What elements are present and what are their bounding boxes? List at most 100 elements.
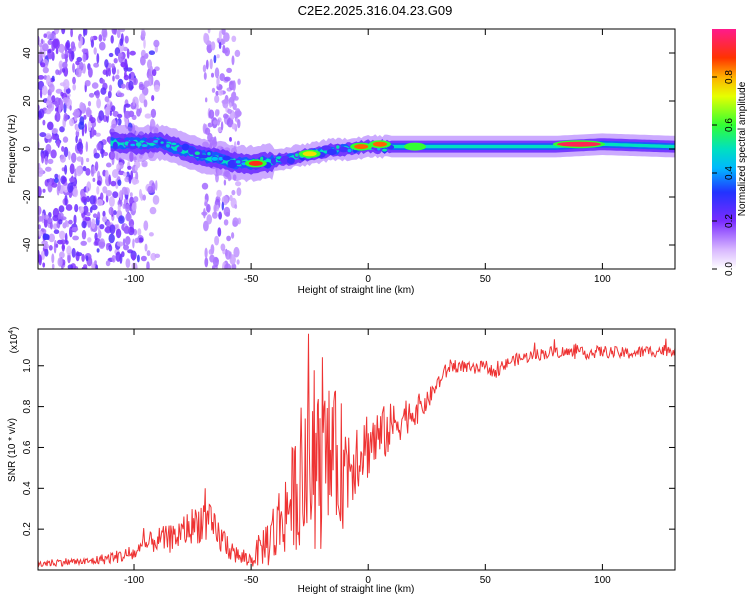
- spectrogram-noise-blob: [128, 73, 132, 80]
- spectrogram-noise-blob: [112, 169, 119, 179]
- spectrogram-noise-blob: [47, 181, 53, 193]
- spectrogram-noise-blob: [136, 108, 141, 117]
- spectrogram-noise-blob: [112, 110, 119, 117]
- spectrogram-noise-blob: [86, 183, 89, 194]
- spectrogram-noise-blob: [78, 40, 82, 49]
- spectrogram-hotspot: [372, 141, 387, 147]
- spectrogram-noise-blob: [104, 96, 110, 103]
- spectrogram-noise-blob: [39, 132, 47, 138]
- spectrogram-noise-blob: [95, 89, 100, 99]
- spectrogram-noise-blob: [122, 238, 126, 247]
- spectrogram-noise-blob: [51, 263, 55, 269]
- spectrogram-noise-blob: [49, 221, 53, 230]
- spectrogram-noise-blob: [137, 228, 142, 236]
- spectrogram-noise-blob: [115, 228, 122, 239]
- spectrogram-x-tick-label: 50: [480, 274, 492, 285]
- spectrogram-noise-blob: [154, 253, 161, 258]
- spectrogram-noise-blob: [94, 232, 98, 241]
- spectrogram-noise-blob: [224, 76, 231, 82]
- spectrogram-noise-blob: [59, 230, 66, 240]
- spectrogram-noise-blob: [202, 64, 207, 73]
- spectrogram-noise-blob: [38, 216, 44, 222]
- spectrogram-noise-blob: [154, 66, 160, 71]
- spectrogram-noise-blob: [134, 165, 139, 172]
- spectrogram-noise-blob: [225, 250, 231, 260]
- spectrogram-noise-blob: [140, 55, 146, 66]
- spectrogram-noise-blob: [235, 181, 242, 187]
- spectrogram-noise-blob: [150, 108, 157, 118]
- spectrogram-noise-blob: [216, 119, 220, 126]
- spectrogram-noise-blob: [153, 39, 160, 48]
- spectrogram-noise-blob: [47, 49, 52, 54]
- spectrogram-noise-blob: [109, 224, 116, 235]
- spectrogram-noise-blob: [82, 53, 87, 63]
- spectrogram-y-tick-label: -40: [22, 237, 33, 252]
- spectrogram-marks: [38, 29, 675, 269]
- spectrogram-noise-blob: [53, 29, 60, 35]
- spectrogram-noise-blob: [125, 236, 131, 245]
- snr-y-tick-label: 0.8: [22, 399, 33, 413]
- spectrogram-ridge-core: [166, 144, 170, 148]
- spectrogram-noise-blob: [64, 232, 68, 243]
- spectrogram-noise-blob: [39, 50, 43, 61]
- spectrogram-noise-blob: [116, 163, 120, 172]
- spectrogram-noise-blob: [211, 72, 214, 78]
- spectrogram-ridge-core: [194, 151, 200, 155]
- spectrogram-noise-blob: [91, 262, 95, 269]
- spectrogram-noise-blob: [70, 29, 73, 38]
- spectrogram-noise-blob: [116, 241, 124, 247]
- spectrogram-noise-blob: [93, 62, 99, 68]
- spectrogram-noise-blob: [60, 216, 67, 221]
- spectrogram-noise-blob: [226, 67, 233, 74]
- spectrogram-noise-blob: [151, 95, 155, 101]
- spectrogram-hotspot: [248, 160, 263, 166]
- spectrogram-noise-blob: [143, 38, 146, 49]
- spectrogram-noise-blob: [205, 97, 208, 103]
- spectrogram-noise-blob: [71, 247, 76, 258]
- spectrogram-noise-blob: [45, 108, 52, 115]
- spectrogram-x-tick-label: 100: [594, 274, 611, 285]
- spectrogram-noise-blob: [70, 41, 76, 50]
- spectrogram-ridge-core: [260, 156, 264, 161]
- spectrogram-noise-blob: [206, 214, 212, 225]
- spectrogram-noise-blob: [51, 182, 58, 188]
- spectrogram-noise-blob: [138, 83, 145, 91]
- spectrogram-ridge-core: [160, 141, 164, 144]
- spectrogram-noise-blob: [108, 244, 113, 252]
- colorbar-label: Normalized spectral amplitude: [737, 81, 748, 216]
- spectrogram-noise-blob: [122, 172, 128, 177]
- spectrogram-noise-blob: [141, 162, 148, 168]
- spectrogram-noise-blob: [113, 210, 117, 216]
- spectrogram-noise-blob: [141, 30, 146, 38]
- spectrogram-ridge-core: [295, 153, 299, 157]
- spectrogram-noise-blob: [62, 61, 68, 69]
- spectrogram-noise-blob: [143, 220, 149, 231]
- spectrogram-noise-blob: [123, 74, 129, 81]
- spectrogram-noise-blob: [224, 263, 232, 269]
- spectrogram-noise-blob: [90, 39, 94, 48]
- spectrogram-noise-blob: [129, 227, 134, 233]
- spectrogram-noise-blob: [38, 224, 41, 230]
- spectrogram-noise-blob: [42, 119, 46, 126]
- spectrogram-noise-blob: [86, 195, 90, 203]
- spectrogram-noise-blob: [123, 244, 129, 251]
- spectrogram-noise-blob: [87, 120, 92, 132]
- spectrogram-noise-blob: [233, 246, 240, 258]
- spectrogram-noise-blob: [58, 60, 64, 70]
- spectrogram-noise-blob: [42, 43, 49, 52]
- spectrogram-noise-blob: [83, 114, 87, 120]
- spectrogram-noise-blob: [214, 235, 220, 246]
- spectrogram-ridge-blob: [338, 146, 349, 153]
- spectrogram-noise-blob: [213, 54, 217, 64]
- spectrogram-ridge-blob: [270, 158, 276, 165]
- spectrogram-noise-blob: [124, 176, 130, 183]
- spectrogram-noise-blob: [60, 239, 66, 245]
- spectrogram-x-tick-label: -50: [244, 274, 259, 285]
- spectrogram-noise-blob: [234, 108, 241, 118]
- spectrogram-noise-blob: [65, 43, 70, 49]
- spectrogram-noise-blob: [226, 117, 234, 128]
- spectrogram-ridge-core: [211, 156, 219, 161]
- spectrogram-ridge-core: [135, 142, 142, 147]
- spectrogram-noise-blob: [98, 34, 103, 42]
- colorbar-tick-label: 0.0: [724, 262, 735, 276]
